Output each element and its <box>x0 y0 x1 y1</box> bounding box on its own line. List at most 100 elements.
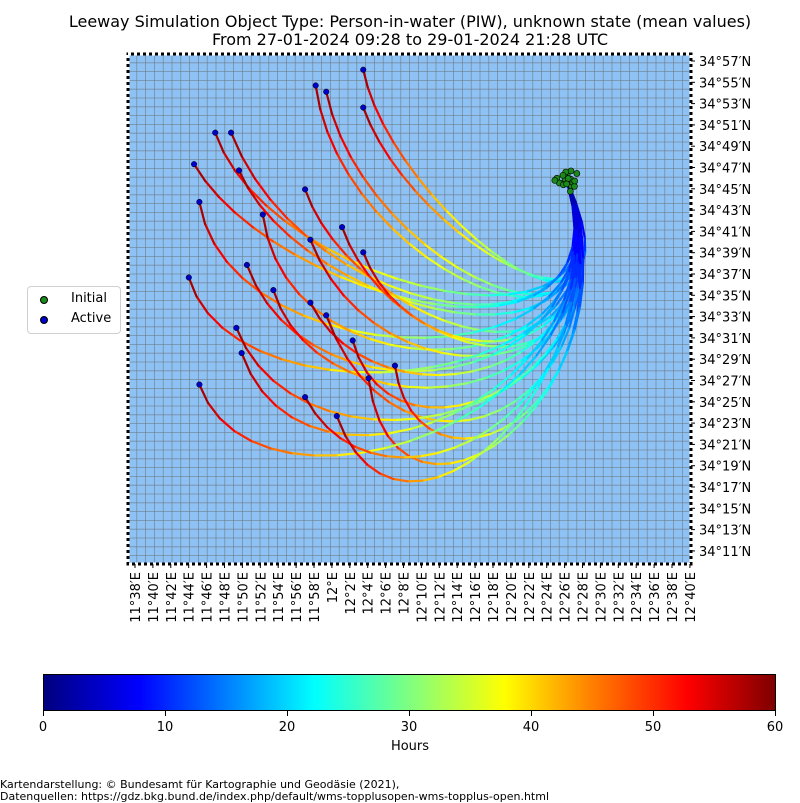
lon-tick-label: 11°46′E <box>201 572 216 623</box>
lat-tick-label: 34°35′N <box>699 289 751 304</box>
lon-tick-label: 12°12′E <box>433 572 448 623</box>
trajectory-segment <box>403 456 420 457</box>
lat-tick-label: 34°19′N <box>699 460 751 475</box>
trajectory-segment <box>395 418 418 420</box>
trajectory-segment <box>348 435 369 436</box>
colorbar-tick <box>653 711 654 716</box>
active-marker <box>239 350 245 356</box>
active-marker <box>191 161 197 167</box>
active-marker <box>228 130 234 136</box>
active-marker <box>308 300 314 306</box>
trajectory-segment <box>576 230 577 255</box>
colorbar-tick <box>409 711 410 716</box>
initial-marker <box>567 188 573 194</box>
trajectory-segment <box>408 481 423 482</box>
active-marker <box>360 250 366 256</box>
active-marker <box>234 325 240 331</box>
lon-tick-label: 12°34′E <box>630 572 645 623</box>
lon-tick-label: 12°6′E <box>380 572 395 614</box>
colorbar-tick-label: 20 <box>267 720 307 735</box>
lon-tick-label: 11°44′E <box>183 572 198 623</box>
lat-tick-label: 34°39′N <box>699 247 751 262</box>
initial-marker <box>565 176 571 182</box>
lat-tick-label: 34°27′N <box>699 375 751 390</box>
legend-label-initial: Initial <box>71 291 107 306</box>
lon-tick-label: 12°8′E <box>398 572 413 614</box>
lon-tick-label: 12°28′E <box>577 572 592 623</box>
lon-tick-label: 11°56′E <box>290 572 305 623</box>
colorbar-tick-label: 0 <box>23 720 63 735</box>
trajectory-segment <box>542 278 553 279</box>
colorbar-tick-label: 60 <box>755 720 795 735</box>
lat-tick-label: 34°33′N <box>699 311 751 326</box>
initial-marker <box>574 170 580 176</box>
trajectory-segment <box>456 307 477 308</box>
lat-tick-label: 34°25′N <box>699 396 751 411</box>
lon-tick-label: 11°50′E <box>236 572 251 623</box>
lon-tick-label: 11°40′E <box>147 572 162 623</box>
trajectory-segment <box>466 294 488 295</box>
colorbar-tick <box>43 711 44 716</box>
legend-label-active: Active <box>71 311 111 326</box>
active-marker <box>244 262 250 268</box>
colorbar-tick-label: 40 <box>511 720 551 735</box>
trajectory-segment <box>452 438 464 439</box>
lon-tick-label: 12°14′E <box>451 572 466 623</box>
lat-tick-label: 34°53′N <box>699 98 751 113</box>
lon-tick-label: 12°20′E <box>505 572 520 623</box>
lon-tick-label: 12°40′E <box>684 572 699 623</box>
lon-tick-label: 12°38′E <box>666 572 681 623</box>
active-marker <box>308 237 314 243</box>
lon-tick-label: 12°24′E <box>541 572 556 623</box>
trajectory-segment <box>488 295 508 296</box>
trajectory-segment <box>386 456 403 457</box>
colorbar-tick <box>775 711 776 716</box>
lon-tick-label: 12°10′E <box>415 572 430 623</box>
lat-tick-label: 34°21′N <box>699 438 751 453</box>
lon-tick-label: 12°4′E <box>362 572 377 614</box>
lat-tick-label: 34°41′N <box>699 225 751 240</box>
lat-tick-label: 34°55′N <box>699 76 751 91</box>
initial-marker <box>568 168 574 174</box>
colorbar-tick <box>287 711 288 716</box>
active-marker <box>236 168 242 174</box>
active-marker <box>366 375 372 381</box>
initial-marker <box>564 181 570 187</box>
lon-tick-label: 11°48′E <box>219 572 234 623</box>
colorbar-tick <box>531 711 532 716</box>
latitude-axis: 34°57′N34°55′N34°53′N34°51′N34°49′N34°47… <box>691 55 751 560</box>
legend: Initial Active <box>27 286 121 334</box>
active-marker <box>339 224 345 230</box>
trajectory-segment <box>478 306 498 307</box>
active-marker <box>360 105 366 111</box>
lon-tick-label: 11°42′E <box>165 572 180 623</box>
lon-tick-label: 12°36′E <box>648 572 663 623</box>
lat-tick-label: 34°29′N <box>699 353 751 368</box>
initial-marker-icon <box>40 296 48 304</box>
trajectory-segment <box>372 419 395 420</box>
trajectory-segment <box>436 463 450 464</box>
colorbar-tick-label: 50 <box>633 720 673 735</box>
lon-tick-label: 11°58′E <box>308 572 323 623</box>
active-marker <box>197 199 203 205</box>
colorbar-tick-label: 10 <box>145 720 185 735</box>
lat-tick-label: 34°17′N <box>699 481 751 496</box>
lon-tick-label: 12°32′E <box>612 572 627 623</box>
lat-tick-label: 34°11′N <box>699 545 751 560</box>
active-marker-icon <box>40 316 48 324</box>
lon-tick-label: 11°52′E <box>254 572 269 623</box>
initial-marker <box>552 177 558 183</box>
initial-marker <box>572 178 578 184</box>
active-marker <box>323 89 329 95</box>
active-marker <box>260 212 266 218</box>
trajectory-segment <box>431 349 452 350</box>
lon-tick-label: 11°54′E <box>272 572 287 623</box>
trajectory-segment <box>407 387 427 388</box>
lat-tick-label: 34°49′N <box>699 140 751 155</box>
credit-line-2: Datenquellen: https://gdz.bkg.bund.de/in… <box>0 790 549 803</box>
active-marker <box>360 67 366 73</box>
lon-tick-label: 12°22′E <box>523 572 538 623</box>
active-marker <box>334 413 340 419</box>
active-marker <box>313 83 319 89</box>
lon-tick-label: 12°E <box>326 572 341 603</box>
